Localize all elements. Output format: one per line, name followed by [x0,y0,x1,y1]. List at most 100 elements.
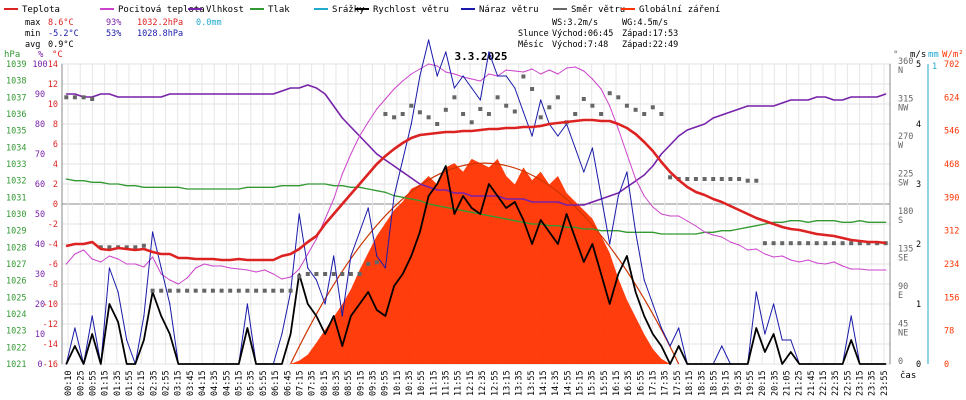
point-rychlost-vetru [255,363,257,365]
tick-label-dir: 360 [898,57,913,67]
tick-label-x: 04:35 [210,370,220,396]
point-naraz-vetru [393,195,395,197]
point-tlak [574,226,576,228]
point-rychlost-vetru [505,207,507,209]
point-teplota [531,126,533,128]
point-pocitova-teplota [721,236,723,238]
point-tlak [488,215,490,217]
point-tlak [678,233,680,235]
point-vlhkost [695,126,697,128]
point-rychlost-vetru [755,327,757,329]
point-tlak [885,221,887,223]
series-layer [64,39,888,365]
point-smer-vetru [314,272,319,276]
point-teplota [350,193,352,195]
point-vlhkost [255,93,257,95]
point-tlak [859,220,861,222]
point-smer-vetru [512,109,517,114]
point-vlhkost [548,201,550,203]
point-vlhkost [160,96,162,98]
tick-label-x: 02:35 [149,370,159,396]
point-teplota [160,253,162,255]
point-rychlost-vetru [557,243,559,245]
point-vlhkost [126,96,128,98]
tick-label-x: 08:15 [320,370,330,396]
point-pocitova-teplota [600,88,602,90]
point-vlhkost [65,93,67,95]
point-pocitova-teplota [238,268,240,270]
point-vlhkost [419,183,421,185]
point-teplota [833,235,835,237]
point-pocitova-teplota [807,259,809,261]
point-rychlost-vetru [686,363,688,365]
point-smer-vetru [254,288,259,293]
point-teplota [307,241,309,243]
point-teplota [773,223,775,225]
axis-header-pct: % [38,50,44,60]
point-pocitova-teplota [617,128,619,130]
point-rychlost-vetru [540,219,542,221]
tick-label-hpa: 1025 [6,293,26,303]
tick-label-rad: 702 [944,60,959,70]
point-vlhkost [281,90,283,92]
point-rychlost-vetru [177,363,179,365]
point-teplota [600,120,602,122]
point-rychlost-vetru [790,351,792,353]
point-vlhkost [652,165,654,167]
tick-label-x: 07:15 [295,370,305,396]
stat-min-press: 1028.8hPa [137,29,183,39]
tick-label-temp: -14 [43,340,58,350]
point-tlak [497,216,499,218]
point-rychlost-vetru [74,345,76,347]
point-vlhkost [660,153,663,155]
tick-label-dir: 90 [898,282,908,292]
point-smer-vetru [98,245,103,250]
tick-label-x: 11:15 [429,370,439,396]
point-teplota [591,119,594,121]
point-tlak [341,185,343,187]
point-teplota [617,123,619,125]
point-pocitova-teplota [410,73,412,75]
point-rychlost-vetru [617,273,619,275]
point-smer-vetru [762,241,767,246]
tick-label-rad: 312 [944,227,959,237]
point-vlhkost [143,96,145,98]
point-tlak [729,230,732,232]
point-pocitova-teplota [557,73,559,75]
point-teplota [885,242,887,244]
point-tlak [842,221,844,223]
point-naraz-vetru [522,111,525,113]
point-smer-vetru [452,95,457,100]
tick-label-pct: 80 [35,120,45,130]
tick-label-x: 10:15 [393,370,403,396]
point-rychlost-vetru [212,363,214,365]
tick-label-hpa: 1031 [6,193,26,203]
point-smer-vetru [504,103,509,108]
point-naraz-vetru [428,39,430,41]
point-tlak [255,186,257,188]
point-rychlost-vetru [807,363,809,365]
tick-label-x: 18:55 [709,370,719,396]
point-naraz-vetru [246,303,248,305]
tick-label-hpa: 1037 [6,93,26,103]
point-pocitova-teplota [359,135,361,137]
tick-label-x: 08:55 [344,370,354,396]
point-rychlost-vetru [160,315,162,317]
series-line-pocitova-teplota [65,63,886,285]
point-teplota [203,258,205,260]
series-line-vlhkost [66,84,886,206]
tick-label-dir-name: E [898,291,903,301]
point-tlak [74,180,76,182]
point-vlhkost [134,96,136,98]
tick-label-pct: 90 [35,90,45,100]
point-vlhkost [350,126,352,128]
tick-label-x: 12:55 [490,370,500,396]
point-teplota [557,122,559,124]
point-teplota [65,245,67,247]
point-smer-vetru [124,245,129,250]
point-naraz-vetru [669,345,671,347]
point-smer-vetru [771,241,776,246]
tick-label-rad: 546 [944,127,959,137]
point-smer-vetru [495,95,500,100]
point-teplota [695,191,697,193]
